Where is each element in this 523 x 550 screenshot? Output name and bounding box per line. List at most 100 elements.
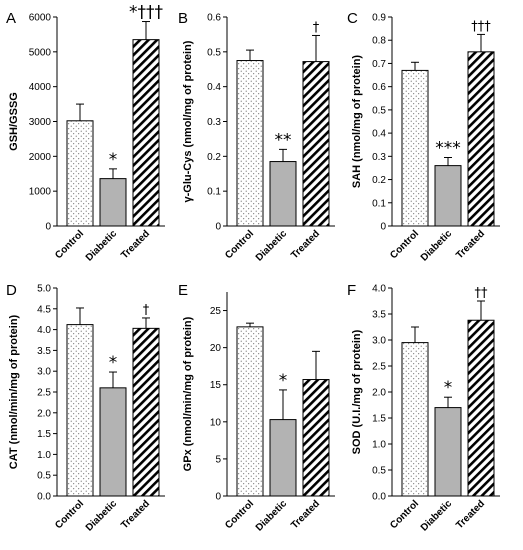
chart-panel-b: Bγ-Glu-Cys (nmol/mg of protein) 0 0.1 0.2 0.…	[178, 10, 335, 264]
y-tick-label: 4000	[29, 82, 52, 93]
significance-marker: *	[109, 150, 118, 170]
bar-diabetic	[99, 387, 127, 497]
y-tick-label: 0.1	[207, 187, 221, 198]
y-tick-label: 3000	[29, 117, 52, 128]
y-tick-label: 6000	[29, 13, 52, 24]
y-axis-label: GPx (nmol/min/mg of protein)	[182, 316, 194, 471]
y-tick-label: 3.0	[372, 336, 386, 347]
bar-control	[236, 326, 264, 497]
bar-treated	[467, 51, 495, 227]
y-tick-label: 5	[215, 454, 221, 465]
y-tick-label: 0.0	[37, 492, 51, 503]
panel-letter: A	[6, 10, 16, 27]
y-tick-label: 1.5	[372, 414, 386, 425]
significance-marker: ††	[475, 286, 489, 301]
panel-letter: C	[347, 10, 358, 27]
bar-treated	[302, 379, 330, 497]
y-tick-label: 15	[210, 380, 222, 391]
chart-panel-a: A GSH/GSSG 0 1000 2000 3000 4000 5000 6000 Contro…	[6, 3, 165, 264]
bar-treated	[132, 39, 160, 227]
y-tick-label: 4.0	[37, 325, 51, 336]
category-label-diabetic: Diabetic	[419, 498, 455, 534]
y-tick-label: 4.0	[372, 284, 386, 295]
y-tick-label: 0.5	[37, 471, 51, 482]
y-tick-label: 0	[215, 492, 221, 503]
category-label-control: Control	[388, 228, 421, 261]
panel-letter: B	[178, 10, 188, 27]
category-label-diabetic: Diabetic	[419, 228, 455, 264]
chart-panel-c: C SAH (nmol/mg of protein) 0 0.1 0.2 0.3 0.4 0.…	[347, 10, 500, 264]
significance-marker: †	[313, 20, 320, 35]
y-tick-label: 0.4	[372, 129, 386, 140]
category-label-diabetic: Diabetic	[254, 498, 290, 534]
y-tick-label: 0.8	[372, 36, 386, 47]
y-tick-label: 1000	[29, 187, 52, 198]
y-tick-label: 5.0	[37, 284, 51, 295]
significance-marker: *	[109, 353, 118, 373]
category-label-control: Control	[223, 498, 256, 531]
y-tick-label: 10	[210, 417, 222, 428]
y-tick-label: 4.5	[37, 304, 51, 315]
y-tick-label: 2000	[29, 152, 52, 163]
y-tick-label: 0	[380, 222, 386, 233]
y-tick-label: 0.4	[207, 82, 221, 93]
bar-diabetic	[269, 161, 297, 227]
chart-panel-f: F SOD (U.I./mg of protein) 0.0 0.5 1.0 1.5 2.0…	[347, 282, 500, 534]
y-axis-label: GSH/GSSG	[8, 92, 20, 151]
y-tick-label: 0.9	[372, 13, 386, 24]
y-tick-label: 0	[45, 222, 51, 233]
bar-diabetic	[99, 178, 127, 227]
category-label-diabetic: Diabetic	[84, 228, 120, 264]
y-tick-label: 3.0	[37, 367, 51, 378]
y-tick-label: 0.5	[372, 105, 386, 116]
category-label-treated: Treated	[289, 228, 322, 261]
y-tick-label: 1.5	[37, 429, 51, 440]
y-tick-label: 20	[210, 343, 222, 354]
significance-marker: *†††	[129, 3, 164, 23]
category-label-control: Control	[53, 498, 86, 531]
y-tick-label: 3.5	[37, 346, 51, 357]
y-tick-label: 2.5	[37, 388, 51, 399]
bar-control	[401, 342, 429, 497]
y-tick-label: 0	[215, 222, 221, 233]
category-label-treated: Treated	[454, 498, 487, 531]
category-label-control: Control	[223, 228, 256, 261]
y-tick-label: 25	[210, 306, 222, 317]
category-label-treated: Treated	[119, 498, 152, 531]
y-tick-label: 0.5	[207, 47, 221, 58]
chart-panel-e: E GPx (nmol/min/mg of protein) 0 5 10 15 20 25 C…	[178, 282, 335, 534]
bar-treated	[132, 327, 160, 497]
y-tick-label: 3.5	[372, 310, 386, 321]
y-tick-label: 2.0	[372, 388, 386, 399]
category-label-treated: Treated	[289, 498, 322, 531]
significance-marker: ***	[435, 138, 461, 158]
y-tick-label: 0.2	[207, 152, 221, 163]
bar-treated	[302, 61, 330, 227]
bar-treated	[467, 319, 495, 497]
chart-panel-d: D CAT (nmol/min/mg of protein) 0.0 0.5 1.0 1.…	[6, 282, 165, 534]
y-tick-label: 0.2	[372, 175, 386, 186]
bar-diabetic	[269, 419, 297, 497]
bar-control	[66, 324, 94, 497]
category-label-treated: Treated	[454, 228, 487, 261]
category-label-diabetic: Diabetic	[84, 498, 120, 534]
y-tick-label: 2.0	[37, 408, 51, 419]
significance-marker: †	[143, 303, 150, 318]
y-tick-label: 0.1	[372, 198, 386, 209]
bar-diabetic	[434, 165, 462, 227]
y-tick-label: 1.0	[372, 440, 386, 451]
significance-marker: *	[444, 378, 453, 398]
y-tick-label: 0.7	[372, 59, 386, 70]
category-label-control: Control	[388, 498, 421, 531]
significance-marker: *	[279, 371, 288, 391]
panel-letter: E	[178, 282, 188, 299]
bar-control	[66, 120, 94, 227]
panel-letter: F	[347, 282, 356, 299]
significance-marker: **	[275, 130, 292, 150]
category-label-control: Control	[53, 228, 86, 261]
y-tick-label: 5000	[29, 47, 52, 58]
y-axis-label: SAH (nmol/mg of protein)	[351, 55, 363, 189]
bar-control	[236, 60, 264, 227]
y-tick-label: 0.0	[372, 492, 386, 503]
